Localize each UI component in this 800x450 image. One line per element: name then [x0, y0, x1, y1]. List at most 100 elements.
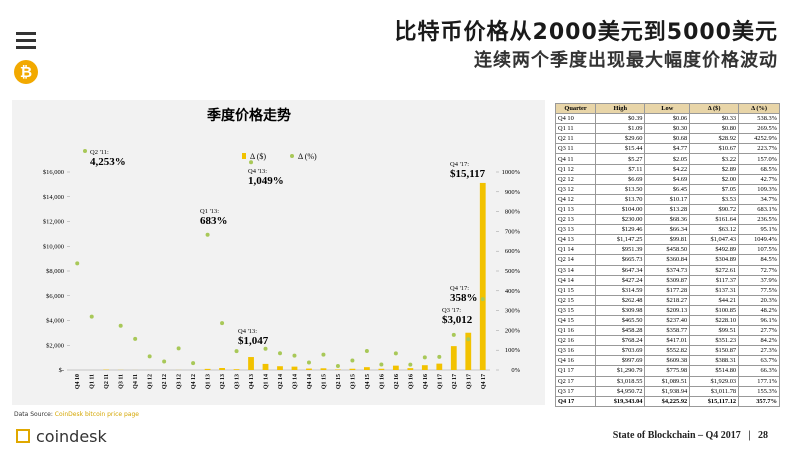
- table-cell: 538.3%: [738, 113, 780, 125]
- point: [278, 351, 282, 356]
- table-cell: $1,047.43: [689, 234, 740, 246]
- legend-label: Δ ($): [250, 152, 266, 161]
- table-cell: Q3 11: [554, 143, 597, 155]
- table-cell: Q2 12: [554, 173, 597, 185]
- table-cell: $237.40: [644, 314, 691, 327]
- bar: [436, 363, 443, 370]
- bar: [306, 368, 312, 370]
- table-cell: Q2 11: [554, 133, 597, 145]
- table-cell: $177.28: [644, 284, 691, 296]
- slide-title: 比特币价格从2000美元到5000美元: [394, 20, 778, 45]
- bar: [262, 363, 269, 370]
- column-header: High: [595, 102, 646, 115]
- table-cell: 84.5%: [738, 254, 780, 266]
- table-cell: 27.3%: [738, 345, 780, 357]
- x-tick-label: Q4 17: [481, 374, 487, 389]
- x-tick-label: Q4 10: [75, 374, 81, 389]
- table-cell: $360.84: [644, 254, 691, 266]
- annotation-label: Q2 '11:: [90, 149, 109, 156]
- annotation-value: 358%: [450, 292, 478, 304]
- point: [480, 297, 485, 302]
- table-cell: 4252.9%: [738, 133, 780, 145]
- y2-tick-label: 400%: [505, 288, 521, 295]
- table-cell: $15,117.12: [689, 395, 740, 407]
- table-row: Q3 15 $309.98 $209.13 $100.85 48.2%: [554, 304, 780, 316]
- x-tick-label: Q4 11: [133, 374, 139, 389]
- table-cell: $427.24: [595, 274, 646, 286]
- table-cell: $1,147.25: [595, 234, 646, 246]
- annotation-label: Q1 '13:: [200, 208, 219, 215]
- x-tick-label: Q2 16: [394, 374, 400, 389]
- point: [133, 336, 138, 341]
- table-row: Q4 16 $997.69 $609.38 $388.31 63.7%: [554, 355, 780, 367]
- table-cell: $458.50: [644, 244, 691, 256]
- point: [220, 321, 225, 326]
- point: [147, 354, 152, 359]
- y2-tick-label: 100%: [505, 347, 521, 354]
- table-cell: Q3 13: [554, 224, 597, 236]
- x-tick-label: Q1 13: [206, 374, 212, 389]
- table-cell: $272.61: [689, 264, 740, 276]
- bitcoin-icon: ₿: [14, 60, 38, 84]
- table-cell: $100.85: [689, 304, 740, 316]
- bar: [450, 346, 457, 370]
- table-cell: 269.5%: [738, 123, 780, 135]
- table-cell: $417.01: [644, 335, 691, 347]
- table-row: Q4 15 $465.50 $237.40 $228.10 96.1%: [554, 314, 780, 327]
- table-cell: 37.9%: [738, 274, 780, 286]
- table-cell: Q4 15: [554, 314, 597, 327]
- y2-tick-label: 1000%: [502, 169, 521, 176]
- table-cell: $104.00: [595, 203, 646, 216]
- point: [393, 351, 398, 356]
- x-tick-label: Q4 12: [191, 374, 197, 389]
- annotation-label: Q3 '17:: [442, 307, 461, 314]
- legend-swatch: [290, 154, 294, 158]
- column-header: Quarter: [554, 102, 597, 115]
- table-cell: $374.73: [644, 264, 691, 276]
- point: [379, 362, 384, 367]
- bar: [204, 368, 211, 370]
- x-tick-label: Q2 13: [220, 374, 226, 389]
- annotation-value: $15,117: [450, 168, 486, 180]
- source-link[interactable]: CoinDesk bitcoin price page: [54, 411, 139, 418]
- table-cell: Q2 15: [554, 294, 597, 306]
- footer-text: State of Blockchain – Q4 2017: [612, 430, 741, 441]
- table-row: Q3 16 $703.69 $552.82 $150.87 27.3%: [554, 345, 780, 357]
- x-tick-label: Q1 11: [90, 374, 96, 389]
- table-row: Q3 11 $15.44 $4.77 $10.67 223.7%: [554, 143, 780, 155]
- menu-icon[interactable]: [16, 32, 36, 53]
- bar: [465, 332, 472, 370]
- table-cell: $129.46: [595, 224, 646, 236]
- x-tick-label: Q4 13: [249, 374, 255, 389]
- table-cell: Q2 13: [554, 214, 597, 226]
- y-tick-label: $6,000: [46, 293, 64, 300]
- table-cell: $775.98: [644, 365, 691, 377]
- table-cell: $0.80: [689, 123, 740, 135]
- y-tick-label: $4,000: [46, 318, 64, 325]
- table-cell: $137.31: [689, 284, 740, 296]
- point: [306, 360, 311, 365]
- bar: [364, 367, 370, 370]
- table-cell: $0.68: [644, 133, 691, 145]
- y2-tick-label: 500%: [505, 268, 521, 275]
- annotation-label: Q4 '13:: [248, 168, 267, 175]
- table-cell: $309.87: [644, 274, 691, 286]
- table-cell: $388.31: [689, 355, 740, 367]
- bar: [421, 365, 428, 370]
- annotation-label: Q4 '17:: [450, 161, 469, 168]
- bar: [407, 368, 414, 370]
- table-row: Q4 12 $13.70 $10.17 $3.53 34.7%: [554, 193, 780, 205]
- column-header: Δ ($): [689, 102, 740, 115]
- x-tick-label: Q4 14: [307, 374, 313, 389]
- point: [191, 361, 196, 366]
- table-cell: $10.17: [644, 193, 691, 205]
- table-cell: $5.27: [595, 153, 646, 165]
- y-tick-label: $14,000: [43, 194, 64, 201]
- x-tick-label: Q1 17: [437, 374, 443, 389]
- y2-tick-label: 200%: [505, 327, 521, 334]
- table-cell: Q1 12: [554, 163, 597, 175]
- table-cell: $3,018.55: [595, 375, 646, 387]
- table-cell: $2.00: [689, 173, 740, 185]
- annotation-value: $3,012: [442, 314, 473, 326]
- y2-tick-label: 600%: [505, 248, 521, 255]
